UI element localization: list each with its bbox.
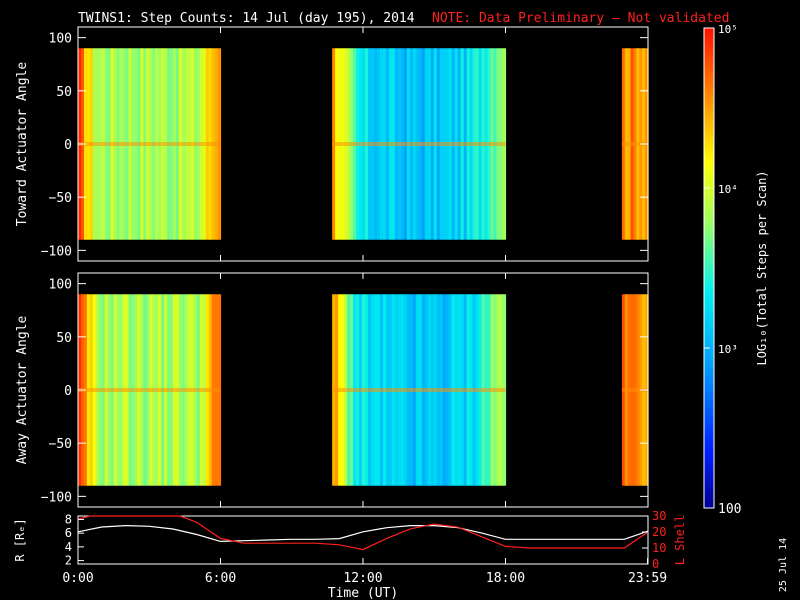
toward-y-ticks: 100 50 0 −50 −100 [41,27,649,261]
y-tick-label: −100 [41,244,72,259]
r-axis-label: R [Rₑ] [13,518,27,561]
orbit-panel-frame [77,515,649,565]
y-tick-label: 0 [64,384,72,399]
toward-ylabel: Toward Actuator Angle [15,62,30,227]
y-tick-label: 100 [49,278,72,293]
colorbar-tick-label: 10⁵ [718,23,738,36]
r-tick-label: 6 [65,526,72,540]
away-heatmap [78,294,649,486]
colorbar-ticks: 10⁵ 10⁴ 10³ 100 [704,23,741,517]
x-tick-label: 23:59 [628,571,667,586]
y-tick-label: 50 [56,331,72,346]
zero-angle-band [621,142,648,146]
orbit-lines [77,515,649,551]
toward-heatmap [78,48,649,240]
y-tick-label: 50 [56,85,72,100]
r-series-line [77,524,649,543]
lshell-series-line [77,515,649,551]
lshell-axis-label: L Shell [673,515,687,566]
lshell-tick-label: 10 [652,541,666,555]
zero-angle-band [621,388,648,392]
r-tick-label: 2 [65,554,72,568]
x-axis-label: Time (UT) [328,586,398,600]
y-tick-label: −100 [41,490,72,505]
x-tick-label: 6:00 [205,571,236,586]
r-tick-label: 4 [65,540,72,554]
colorbar-tick-label: 100 [718,502,741,517]
away-actuator-panel: 100 50 0 −50 −100 Away Actuator Angle [15,272,649,508]
y-tick-label: 100 [49,32,72,47]
y-tick-label: −50 [49,437,72,452]
y-tick-label: −50 [49,191,72,206]
r-tick-label: 8 [65,512,72,526]
colorbar-tick-label: 10⁴ [718,183,738,196]
preliminary-note: NOTE: Data Preliminary — Not validated [432,11,729,26]
zero-angle-band [78,388,221,392]
toward-actuator-panel: 100 50 0 −50 −100 Toward Actuator Angle [15,26,649,262]
colorbar-gradient [704,28,714,508]
zero-angle-band [332,142,506,146]
x-tick-label: 18:00 [486,571,525,586]
colorbar: 10⁵ 10⁴ 10³ 100 LOG₁₀(Total Steps per Scan) [703,23,769,517]
zero-angle-band [332,388,506,392]
lshell-tick-label: 30 [652,509,666,523]
away-y-ticks: 100 50 0 −50 −100 [41,273,649,507]
x-tick-label: 12:00 [343,571,382,586]
colorbar-tick-label: 10³ [718,343,738,356]
y-tick-label: 0 [64,138,72,153]
away-ylabel: Away Actuator Angle [15,315,30,464]
colorbar-label: LOG₁₀(Total Steps per Scan) [755,170,769,365]
lshell-tick-label: 0 [652,557,659,571]
zero-angle-band [78,142,221,146]
side-date: 25 Jul 14 [778,538,789,592]
chart-title: TWINS1: Step Counts: 14 Jul (day 195), 2… [78,11,415,26]
lshell-tick-label: 20 [652,525,666,539]
x-tick-label: 0:00 [62,571,93,586]
